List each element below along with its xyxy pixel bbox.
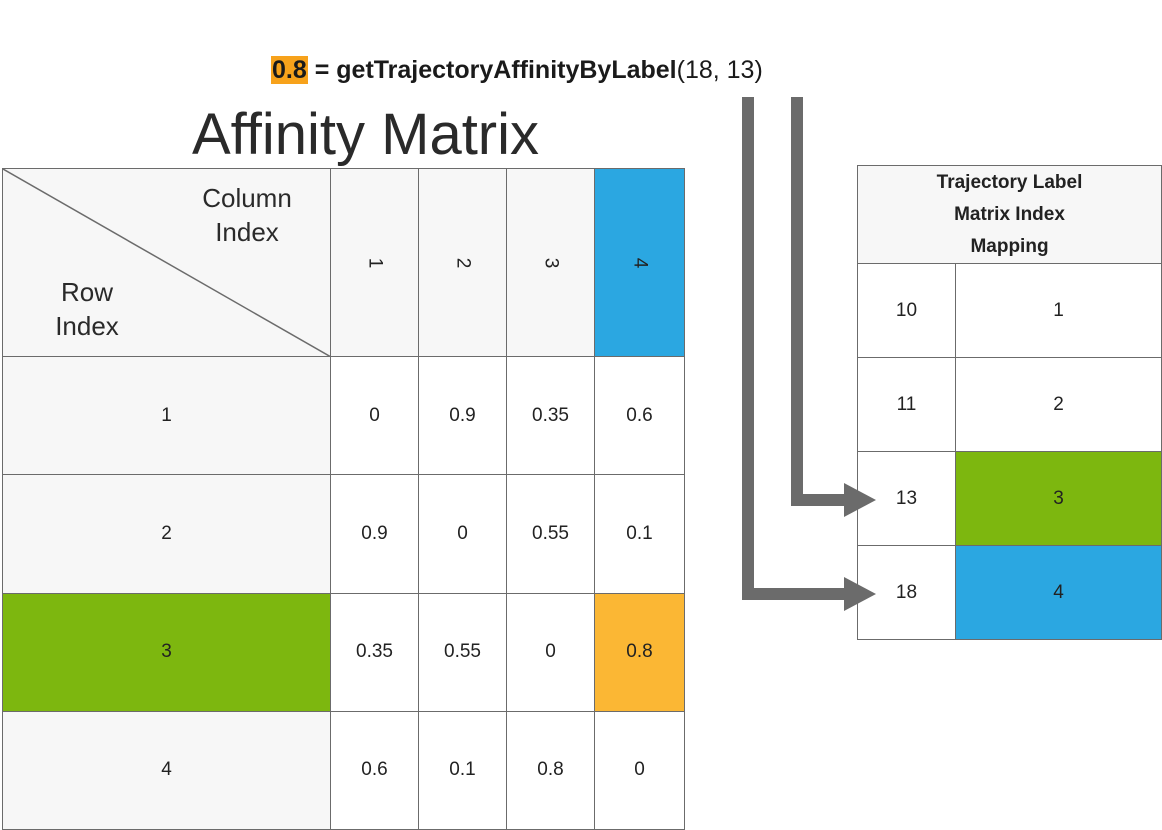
trajectory-label: 10 xyxy=(857,263,956,358)
matrix-index-highlighted: 4 xyxy=(954,545,1162,640)
matrix-cell: 0 xyxy=(330,356,419,476)
matrix-header-row: Column Index Row Index 1 2 3 4 xyxy=(2,167,685,358)
matrix-cell: 0.55 xyxy=(418,592,507,712)
mapping-title-line: Matrix Index xyxy=(954,203,1065,225)
label-index-mapping: Trajectory Label Matrix Index Mapping 10… xyxy=(856,165,1162,640)
matrix-row-4: 4 0.6 0.1 0.8 0 xyxy=(2,710,685,830)
matrix-cell: 0.1 xyxy=(594,474,685,594)
mapping-title-line: Trajectory Label xyxy=(936,171,1083,193)
matrix-cell-highlighted: 0.8 xyxy=(594,592,685,712)
matrix-cell: 0.35 xyxy=(330,592,419,712)
arrow-arg-18 xyxy=(742,97,876,611)
row-header: 4 xyxy=(2,710,331,830)
formula-function-name: getTrajectoryAffinityByLabel xyxy=(336,56,677,84)
matrix-cell: 0 xyxy=(594,710,685,830)
trajectory-label: 18 xyxy=(857,545,956,640)
matrix-cell: 0.8 xyxy=(506,710,595,830)
column-header-2: 2 xyxy=(418,167,507,358)
matrix-corner-cell: Column Index Row Index xyxy=(2,167,331,358)
mapping-title: Trajectory Label Matrix Index Mapping xyxy=(856,165,1162,264)
matrix-row-2: 2 0.9 0 0.55 0.1 xyxy=(2,474,685,594)
matrix-row-1: 1 0 0.9 0.35 0.6 xyxy=(2,356,685,476)
matrix-cell: 0.9 xyxy=(418,356,507,476)
matrix-cell: 0.6 xyxy=(594,356,685,476)
matrix-cell: 0 xyxy=(418,474,507,594)
column-header-3: 3 xyxy=(506,167,595,358)
arrow-arg-13 xyxy=(791,97,876,517)
corner-diagonal xyxy=(3,169,331,357)
matrix-cell: 0.6 xyxy=(330,710,419,830)
formula-result: 0.8 xyxy=(271,56,308,84)
mapping-row: 10 1 xyxy=(857,263,1162,358)
trajectory-label: 11 xyxy=(857,357,956,452)
arrow-head-18 xyxy=(844,577,876,611)
mapping-row: 13 3 xyxy=(857,451,1162,546)
matrix-title: Affinity Matrix xyxy=(192,102,540,167)
row-header: 2 xyxy=(2,474,331,594)
formula: 0.8 = getTrajectoryAffinityByLabel(18, 1… xyxy=(271,54,763,86)
mapping-row: 11 2 xyxy=(857,357,1162,452)
formula-equals: = xyxy=(307,56,337,84)
corner-column-label: Column Index xyxy=(202,183,292,247)
affinity-matrix: Column Index Row Index 1 2 3 4 1 0 0.9 0… xyxy=(2,167,685,830)
matrix-index: 1 xyxy=(954,263,1162,358)
column-header-4: 4 xyxy=(594,167,685,358)
matrix-row-3: 3 0.35 0.55 0 0.8 xyxy=(2,592,685,712)
corner-row-label: Row Index xyxy=(55,277,119,341)
column-header-1: 1 xyxy=(330,167,419,358)
matrix-cell: 0.55 xyxy=(506,474,595,594)
matrix-cell: 0.35 xyxy=(506,356,595,476)
arrow-head-13 xyxy=(844,483,876,517)
row-header-highlighted: 3 xyxy=(2,592,331,712)
formula-arguments: (18, 13) xyxy=(676,56,763,84)
matrix-cell: 0 xyxy=(506,592,595,712)
trajectory-label: 13 xyxy=(857,451,956,546)
matrix-index-highlighted: 3 xyxy=(954,451,1162,546)
mapping-header-row: Trajectory Label Matrix Index Mapping xyxy=(856,165,1162,264)
mapping-row: 18 4 xyxy=(857,545,1162,640)
matrix-cell: 0.9 xyxy=(330,474,419,594)
mapping-title-line: Mapping xyxy=(970,235,1049,257)
